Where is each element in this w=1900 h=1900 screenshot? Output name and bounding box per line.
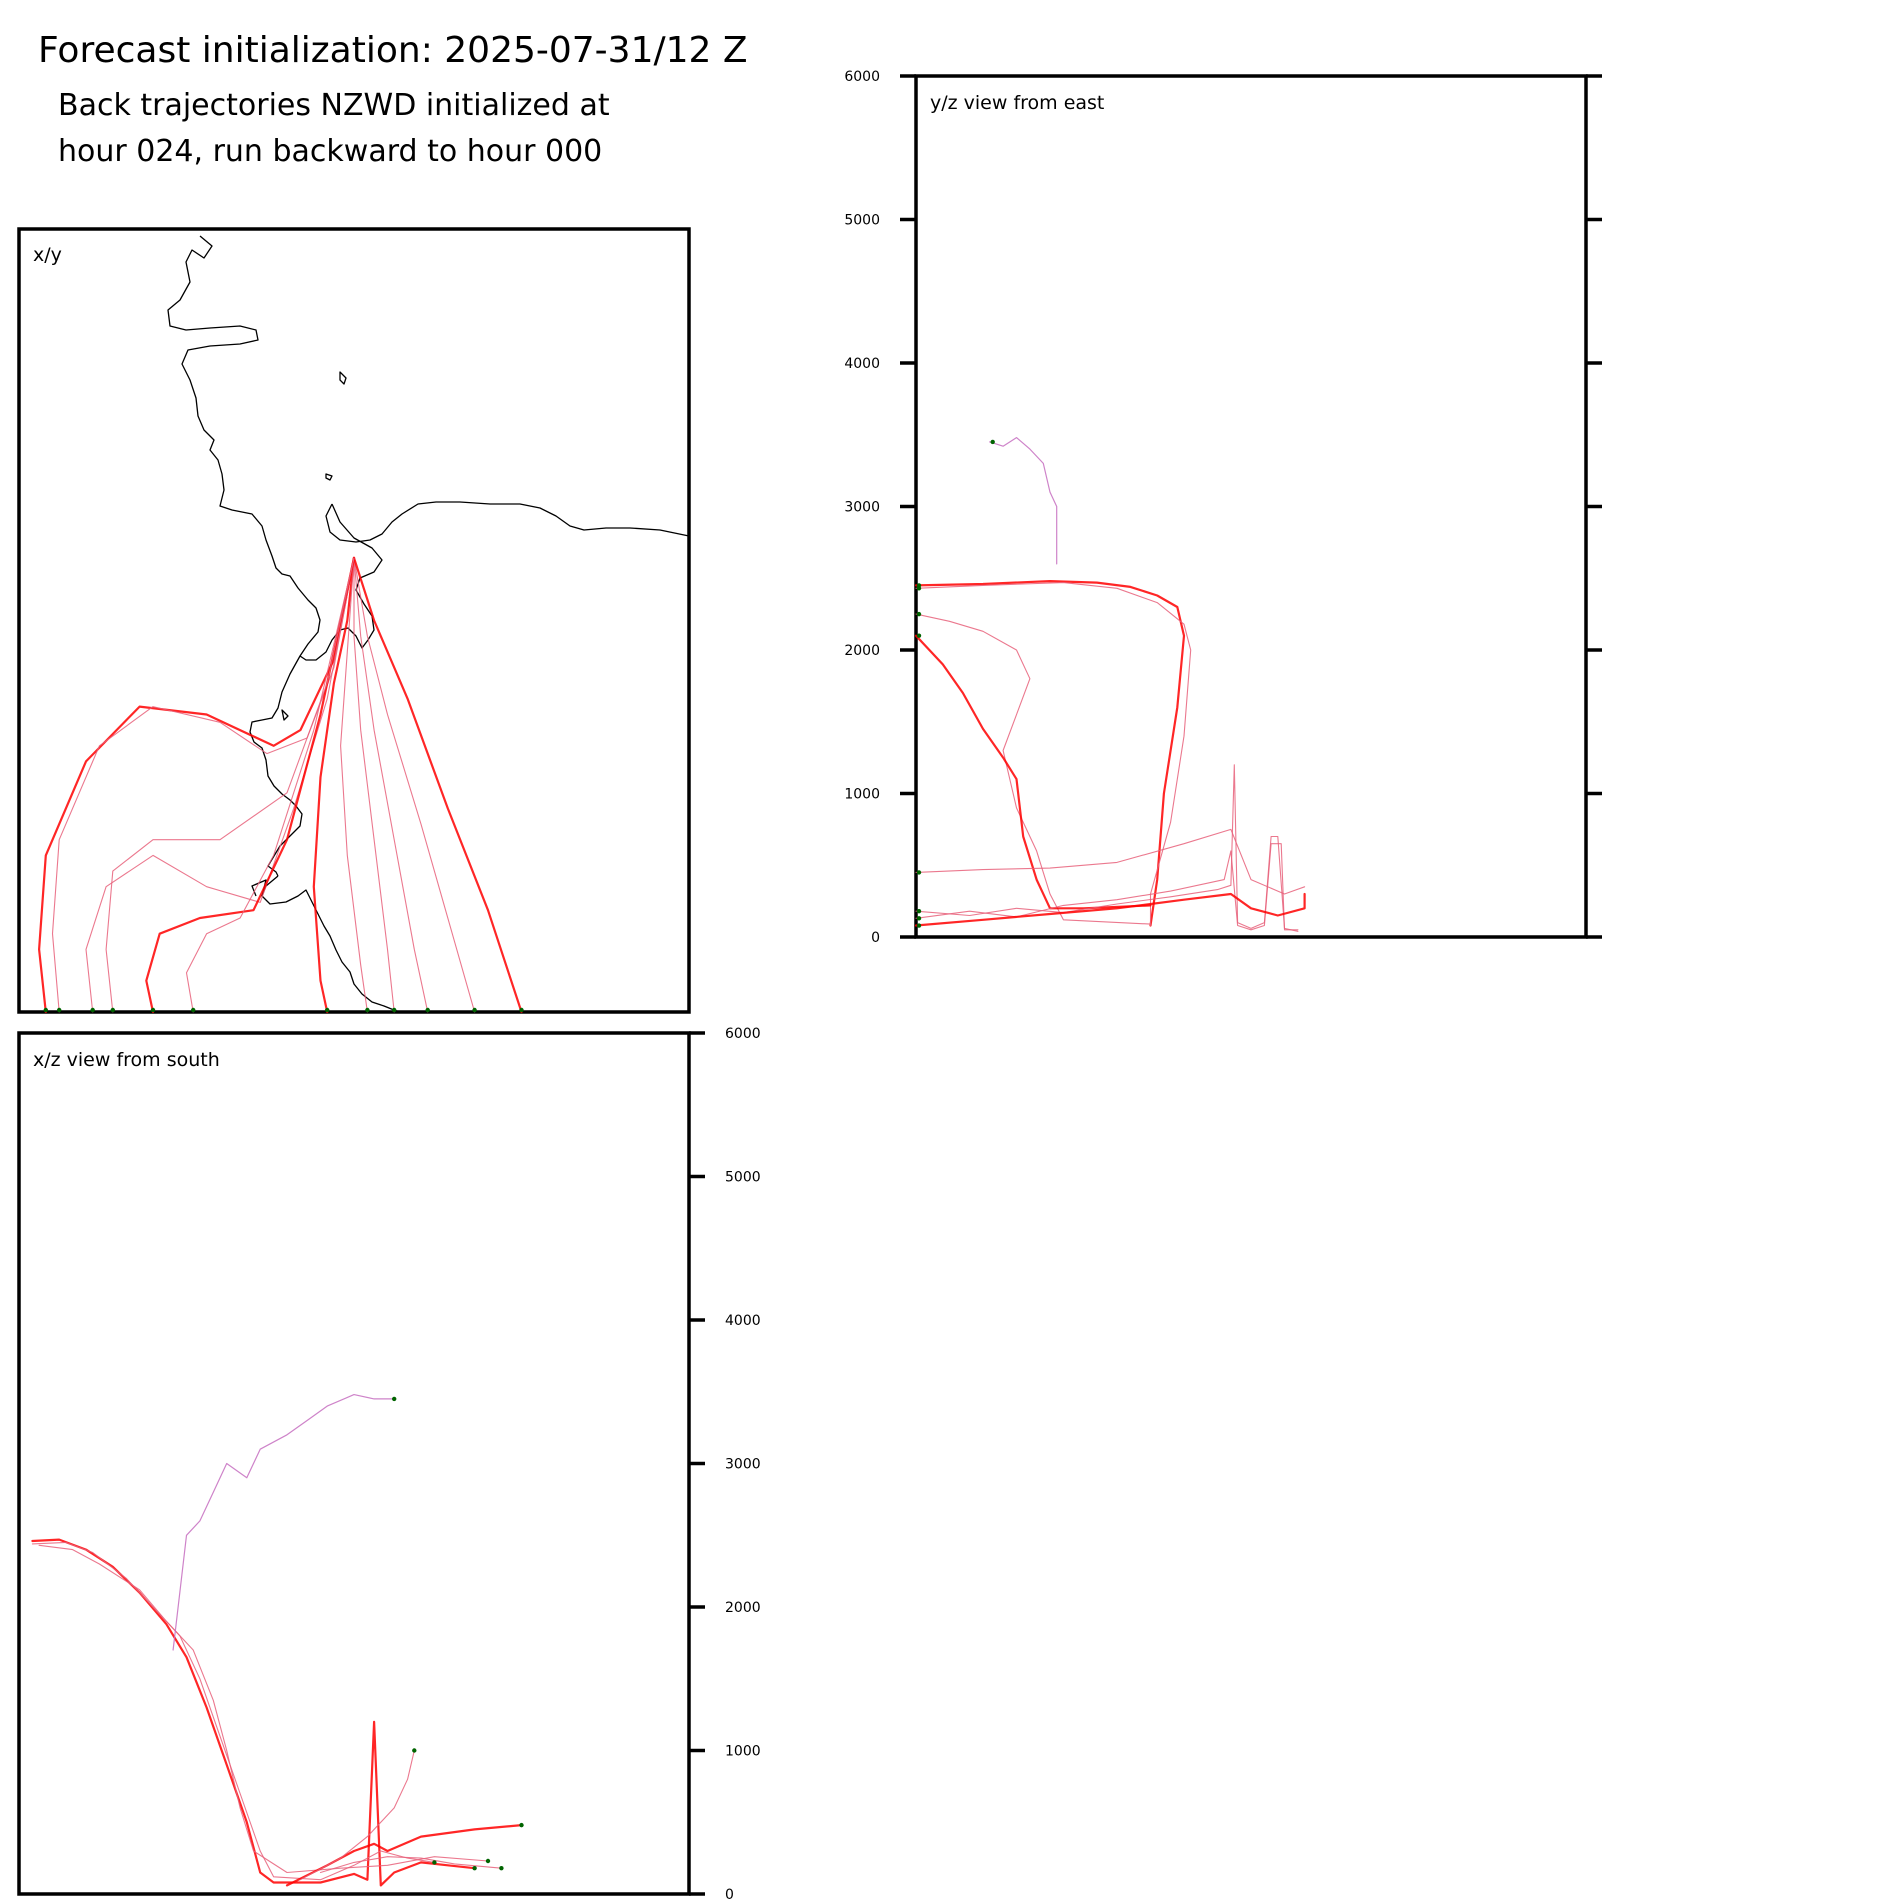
xy-endpoint-marker — [43, 1007, 48, 1013]
xy-endpoint-marker — [425, 1007, 430, 1013]
xz-trajectory-line — [319, 1856, 502, 1874]
xy-endpoint-marker — [365, 1007, 370, 1013]
xy-endpoint-marker — [150, 1007, 156, 1013]
coastline-lower — [261, 875, 401, 1013]
xz-ytick-label: 4000 — [725, 1313, 761, 1329]
xz-endpoint-marker — [472, 1865, 477, 1871]
xy-trajectory-line — [185, 557, 355, 1013]
xy-endpoint-marker — [325, 1007, 330, 1013]
xy-trajectory-line — [85, 557, 355, 1013]
figure-subtitle-line2: hour 024, run backward to hour 000 — [58, 134, 603, 169]
xy-panel: x/y — [17, 227, 691, 1014]
yz-panel: y/z view from east 0 1000 2000 3000 4000 5000… — [844, 69, 1602, 946]
figure-title: Forecast initialization: 2025-07-31/12 Z — [38, 30, 748, 71]
xy-trajectory-line — [340, 557, 368, 1013]
xz-axis: 0 1000 2000 3000 4000 5000 6000 — [689, 1026, 761, 1900]
yz-ytick-label: 4000 — [844, 356, 880, 372]
xy-trajectory-line — [353, 557, 476, 1013]
xy-endpoint-marker — [392, 1007, 397, 1013]
yz-trajectory-line — [915, 582, 1192, 927]
yz-trajectories — [914, 437, 1306, 932]
xz-trajectories — [31, 1394, 523, 1887]
yz-axis: 0 1000 2000 3000 4000 5000 6000 — [844, 69, 1602, 946]
yz-endpoint-marker — [990, 439, 995, 445]
yz-endpoint-marker — [916, 908, 922, 914]
xy-trajectory-line — [352, 556, 523, 1014]
xz-endpoints — [392, 1396, 524, 1871]
yz-endpoint-marker — [916, 916, 922, 921]
xy-panel-frame — [17, 227, 691, 1014]
xy-endpoint-marker — [519, 1007, 524, 1013]
xz-ytick-label: 2000 — [725, 1600, 761, 1616]
xy-endpoint-marker — [110, 1007, 116, 1013]
coastline-island-2 — [325, 473, 333, 481]
yz-trajectory-line — [915, 843, 1299, 931]
yz-trajectory-line — [989, 437, 1058, 565]
xz-endpoint-marker — [499, 1865, 504, 1871]
yz-ytick-label: 3000 — [844, 500, 880, 516]
xz-ytick-label: 3000 — [725, 1457, 761, 1473]
coastline-island-3 — [281, 709, 289, 721]
yz-trajectory-line — [915, 828, 1306, 895]
xy-trajectory-line — [353, 557, 395, 1013]
xz-ytick-label: 0 — [725, 1887, 734, 1900]
xy-trajectories — [38, 556, 523, 1014]
xy-endpoints — [43, 1007, 524, 1013]
coastline-island-1 — [339, 371, 347, 385]
yz-endpoint-marker — [916, 611, 922, 617]
xz-endpoint-marker — [412, 1748, 417, 1753]
yz-trajectory-line — [914, 634, 1152, 910]
xz-endpoint-marker — [485, 1858, 491, 1864]
xz-endpoint-marker — [519, 1822, 524, 1828]
yz-ytick-label: 5000 — [844, 213, 880, 229]
xz-endpoint-marker — [392, 1396, 397, 1402]
xy-trajectory-line — [312, 556, 356, 1014]
xy-endpoint-marker — [57, 1007, 62, 1013]
xz-panel-frame — [17, 1031, 691, 1896]
xy-panel-label: x/y — [33, 244, 62, 266]
xy-trajectory-line — [145, 556, 356, 1014]
yz-ytick-label: 1000 — [844, 787, 880, 803]
yz-endpoint-marker — [916, 923, 922, 928]
yz-ytick-label: 0 — [871, 930, 880, 946]
coastline-shelf-edge — [325, 501, 690, 543]
xz-panel-label: x/z view from south — [33, 1049, 220, 1071]
xz-ytick-label: 5000 — [725, 1170, 761, 1186]
xy-trajectory-line — [353, 557, 429, 1013]
xz-trajectory-line — [38, 1544, 489, 1874]
xy-endpoint-marker — [472, 1007, 477, 1013]
xy-endpoint-marker — [90, 1007, 95, 1013]
xy-trajectory-line — [38, 556, 356, 1014]
coastline — [167, 235, 690, 1013]
xz-panel: x/z view from south 0 1000 2000 3000 4000 500… — [17, 1026, 761, 1900]
yz-ytick-label: 2000 — [844, 643, 880, 659]
yz-ytick-label: 6000 — [844, 69, 880, 85]
xz-trajectory-line — [299, 1749, 415, 1881]
xz-trajectory-line — [172, 1394, 395, 1651]
figure-subtitle-line1: Back trajectories NZWD initialized at — [58, 88, 610, 123]
coastline-ice-shelf — [299, 503, 383, 661]
xz-endpoint-marker — [432, 1860, 437, 1865]
xy-endpoint-marker — [191, 1007, 196, 1013]
yz-panel-label: y/z view from east — [930, 92, 1104, 114]
xy-trajectory-line — [51, 557, 355, 1013]
xz-ytick-label: 1000 — [725, 1744, 761, 1760]
yz-trajectory-line — [914, 580, 1186, 927]
xy-trajectory-line — [105, 557, 355, 1013]
coastline-peninsula — [167, 235, 321, 877]
yz-trajectory-line — [914, 892, 1306, 927]
yz-trajectory-line — [915, 613, 1152, 925]
yz-endpoint-marker — [916, 633, 922, 638]
yz-endpoint-marker — [916, 586, 922, 591]
yz-endpoint-marker — [916, 870, 922, 875]
xz-ytick-label: 6000 — [725, 1026, 761, 1042]
yz-trajectory-line — [915, 764, 1299, 932]
xz-trajectory-line — [31, 1538, 476, 1887]
xz-trajectory-line — [285, 1824, 523, 1887]
yz-endpoints — [916, 439, 995, 928]
